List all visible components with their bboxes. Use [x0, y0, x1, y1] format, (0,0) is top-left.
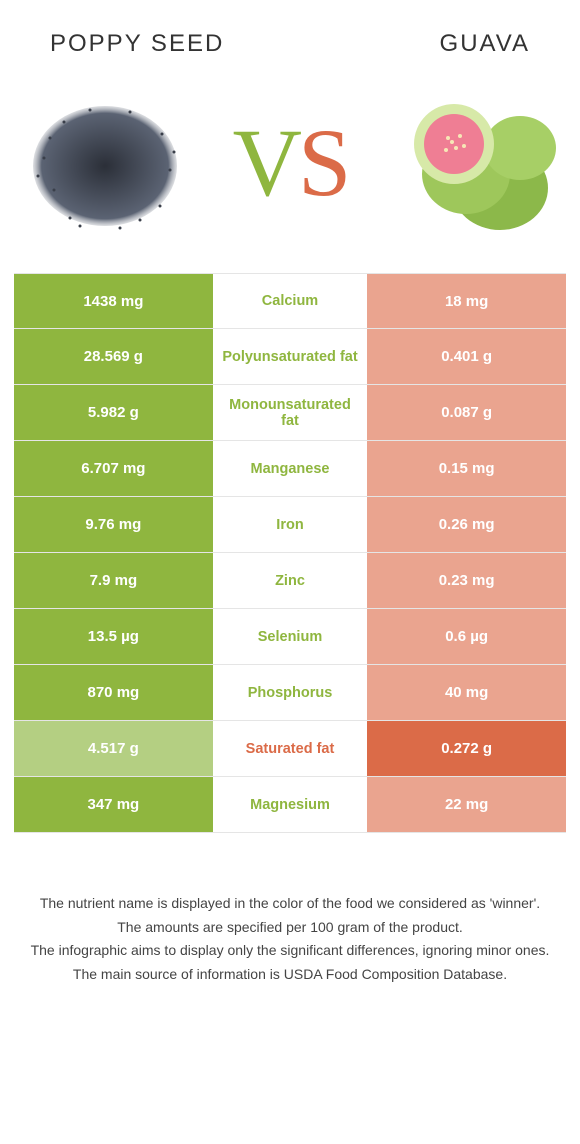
right-value: 0.087 g [367, 385, 566, 440]
left-value: 13.5 µg [14, 609, 213, 664]
right-value: 0.272 g [367, 721, 566, 776]
nutrient-label: Zinc [213, 553, 368, 608]
left-value: 7.9 mg [14, 553, 213, 608]
vs-s: S [298, 109, 347, 216]
nutrient-label: Magnesium [213, 777, 368, 832]
table-row: 347 mgMagnesium22 mg [14, 777, 566, 833]
right-food-image [390, 78, 560, 248]
left-value: 28.569 g [14, 329, 213, 384]
nutrient-label: Manganese [213, 441, 368, 496]
left-value: 4.517 g [14, 721, 213, 776]
left-value: 5.982 g [14, 385, 213, 440]
header-titles: POPPY SEED GUAVA [0, 0, 580, 68]
right-value: 0.23 mg [367, 553, 566, 608]
footnotes: The nutrient name is displayed in the co… [0, 833, 580, 986]
left-food-image [20, 78, 190, 248]
right-value: 40 mg [367, 665, 566, 720]
nutrient-label: Saturated fat [213, 721, 368, 776]
guava-icon [390, 78, 560, 248]
vs-label: VS [233, 115, 348, 211]
table-row: 1438 mgCalcium18 mg [14, 273, 566, 329]
table-row: 28.569 gPolyunsaturated fat0.401 g [14, 329, 566, 385]
table-row: 9.76 mgIron0.26 mg [14, 497, 566, 553]
right-value: 0.15 mg [367, 441, 566, 496]
nutrient-label: Monounsaturated fat [213, 385, 368, 440]
right-value: 0.6 µg [367, 609, 566, 664]
right-value: 18 mg [367, 274, 566, 328]
right-value: 22 mg [367, 777, 566, 832]
left-food-title: POPPY SEED [50, 30, 224, 58]
table-row: 7.9 mgZinc0.23 mg [14, 553, 566, 609]
hero-row: VS [0, 68, 580, 273]
table-row: 5.982 gMonounsaturated fat0.087 g [14, 385, 566, 441]
nutrient-label: Polyunsaturated fat [213, 329, 368, 384]
left-value: 1438 mg [14, 274, 213, 328]
vs-v: V [233, 109, 298, 216]
table-row: 6.707 mgManganese0.15 mg [14, 441, 566, 497]
left-value: 9.76 mg [14, 497, 213, 552]
nutrient-label: Phosphorus [213, 665, 368, 720]
footnote-line: The infographic aims to display only the… [24, 940, 556, 962]
left-value: 870 mg [14, 665, 213, 720]
left-value: 6.707 mg [14, 441, 213, 496]
nutrient-label: Calcium [213, 274, 368, 328]
left-value: 347 mg [14, 777, 213, 832]
footnote-line: The main source of information is USDA F… [24, 964, 556, 986]
nutrient-label: Iron [213, 497, 368, 552]
footnote-line: The amounts are specified per 100 gram o… [24, 917, 556, 939]
footnote-line: The nutrient name is displayed in the co… [24, 893, 556, 915]
table-row: 4.517 gSaturated fat0.272 g [14, 721, 566, 777]
table-row: 870 mgPhosphorus40 mg [14, 665, 566, 721]
poppy-seed-icon [20, 78, 190, 248]
nutrient-table: 1438 mgCalcium18 mg28.569 gPolyunsaturat… [14, 273, 566, 833]
right-food-title: GUAVA [440, 30, 530, 58]
infographic-container: POPPY SEED GUAVA [0, 0, 580, 986]
nutrient-label: Selenium [213, 609, 368, 664]
table-row: 13.5 µgSelenium0.6 µg [14, 609, 566, 665]
right-value: 0.401 g [367, 329, 566, 384]
right-value: 0.26 mg [367, 497, 566, 552]
